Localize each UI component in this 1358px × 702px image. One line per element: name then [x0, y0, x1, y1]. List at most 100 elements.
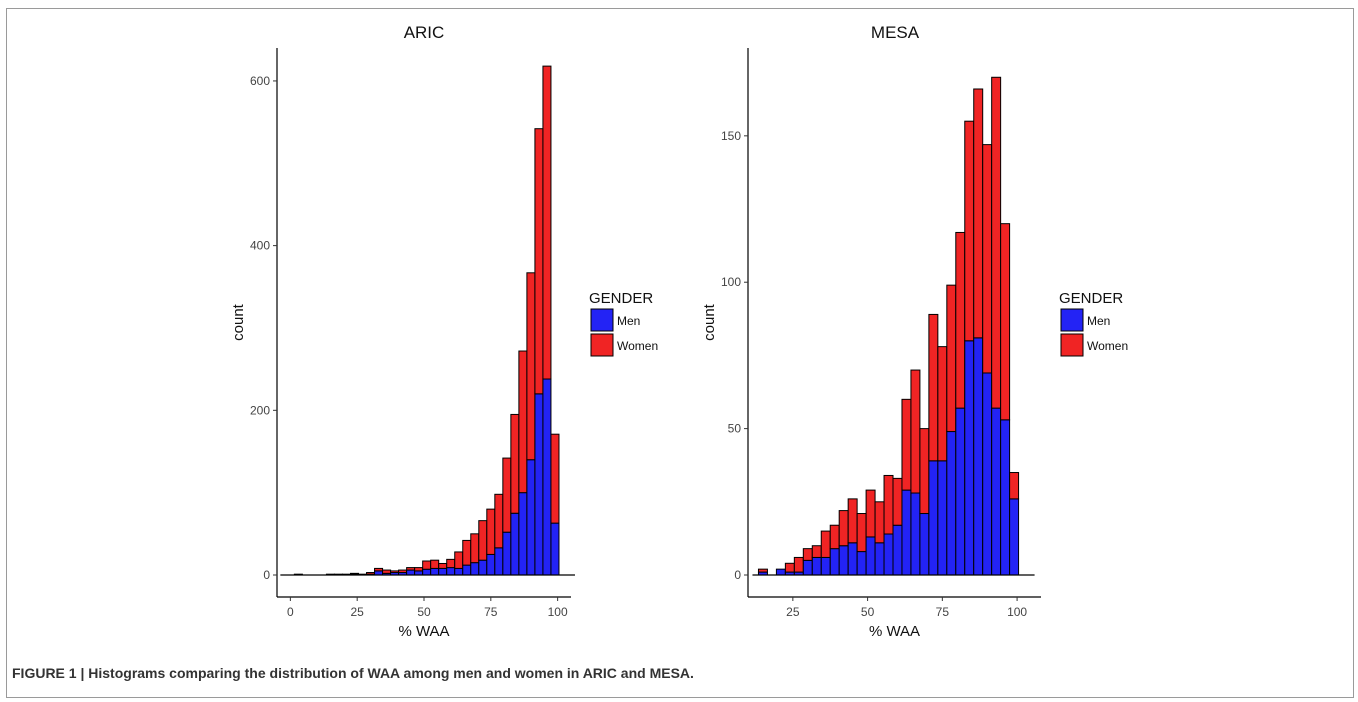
mesa-legend: GENDER Men Women — [1059, 290, 1128, 357]
mesa-bar-women — [811, 545, 822, 558]
mesa-bar-women — [847, 498, 858, 544]
aric-bar-men — [478, 559, 488, 576]
aric-bar-women — [462, 539, 472, 566]
mesa-bar-men — [955, 407, 966, 576]
aric-bar-women — [382, 569, 392, 574]
mesa-bar-women — [1000, 223, 1011, 421]
aric-bar-men — [454, 567, 464, 576]
aric-legend-label-women: Women — [617, 339, 658, 353]
mesa-bar-men — [811, 556, 822, 576]
mesa-x-tick-label: 25 — [786, 605, 800, 619]
aric-legend: GENDER Men Women — [589, 290, 658, 357]
figure-caption: FIGURE 1 | Histograms comparing the dist… — [12, 665, 694, 681]
mesa-y-tick-label: 150 — [721, 129, 741, 143]
aric-chart-title: ARIC — [404, 23, 445, 42]
mesa-bar-men — [865, 536, 876, 576]
aric-bar-men — [518, 492, 528, 576]
aric-bar-women — [350, 572, 360, 575]
mesa-bar-men — [919, 513, 930, 576]
aric-bar-men — [430, 567, 440, 576]
aric-bar-women — [486, 508, 496, 555]
aric-bar-women — [550, 433, 560, 524]
mesa-bar-women — [784, 562, 795, 573]
mesa-y-tick-label: 50 — [728, 422, 742, 436]
mesa-bar-women — [892, 477, 903, 526]
aric-legend-swatch-women — [590, 333, 614, 357]
aric-bar-women — [374, 567, 384, 572]
mesa-bar-women — [973, 88, 984, 339]
mesa-legend-label-women: Women — [1087, 339, 1128, 353]
mesa-bar-men — [946, 431, 957, 576]
aric-y-tick-label: 200 — [250, 403, 270, 417]
aric-bar-women — [366, 572, 376, 575]
mesa-bar-men — [883, 533, 894, 576]
figure-frame — [6, 8, 1354, 698]
aric-bar-women — [526, 272, 536, 461]
mesa-bar-men — [991, 407, 1002, 576]
aric-bar-women — [534, 128, 544, 395]
aric-bar-men — [510, 512, 520, 576]
mesa-bar-women — [1009, 472, 1020, 500]
mesa-bar-women — [928, 313, 939, 462]
aric-legend-title: GENDER — [589, 290, 653, 307]
aric-bar-men — [526, 459, 536, 576]
aric-bar-women — [478, 520, 488, 561]
mesa-chart-title: MESA — [871, 23, 920, 42]
aric-bar-women — [470, 533, 480, 564]
aric-bar-women — [422, 560, 432, 570]
mesa-bar-men — [820, 556, 831, 576]
aric-bar-men — [446, 567, 456, 576]
aric-bar-women — [510, 413, 520, 514]
aric-bar-men — [502, 531, 512, 576]
aric-x-tick-label: 0 — [287, 605, 294, 619]
aric-bar-women — [438, 562, 448, 569]
aric-bar-men — [438, 567, 448, 576]
aric-bar-men — [550, 522, 560, 576]
mesa-legend-swatch-women — [1060, 333, 1084, 357]
mesa-bar-men — [964, 340, 975, 576]
aric-bar-women — [454, 551, 464, 569]
aric-bar-women — [542, 65, 552, 380]
aric-y-tick-label: 0 — [263, 568, 270, 582]
mesa-bar-men — [892, 524, 903, 576]
aric-bar-men — [406, 569, 416, 576]
mesa-legend-swatch-men — [1060, 308, 1084, 332]
mesa-x-axis-label: % WAA — [869, 623, 920, 640]
mesa-bar-women — [937, 346, 948, 462]
mesa-bar-men — [874, 542, 885, 576]
mesa-bar-women — [919, 428, 930, 515]
aric-x-axis-label: % WAA — [398, 623, 449, 640]
aric-x-tick-label: 50 — [417, 605, 431, 619]
aric-y-tick-label: 600 — [250, 74, 270, 88]
mesa-bar-men — [1000, 419, 1011, 576]
aric-bar-men — [494, 547, 504, 576]
aric-bar-men — [542, 378, 552, 576]
aric-bar-men — [470, 562, 480, 576]
mesa-bar-men — [901, 489, 912, 576]
mesa-x-tick-label: 75 — [936, 605, 950, 619]
mesa-legend-label-men: Men — [1087, 314, 1110, 328]
aric-bar-men — [462, 564, 472, 576]
mesa-bar-women — [865, 489, 876, 538]
mesa-x-tick-label: 50 — [861, 605, 875, 619]
aric-bar-women — [414, 567, 424, 572]
mesa-bar-women — [802, 548, 813, 561]
mesa-bar-women — [964, 120, 975, 342]
mesa-bar-women — [838, 510, 849, 547]
mesa-bar-women — [946, 284, 957, 433]
aric-x-tick-label: 100 — [548, 605, 568, 619]
mesa-bar-women — [829, 524, 840, 550]
mesa-bar-men — [847, 542, 858, 576]
mesa-bar-men — [838, 545, 849, 576]
aric-y-axis-label: count — [230, 303, 247, 341]
aric-bar-women — [398, 569, 408, 574]
mesa-bar-men — [775, 568, 786, 576]
mesa-bar-women — [874, 501, 885, 544]
aric-bar-women — [502, 457, 512, 533]
mesa-bar-men — [1009, 498, 1020, 576]
aric-bar-women — [430, 559, 440, 569]
aric-bar-women — [518, 350, 528, 494]
mesa-bar-women — [910, 369, 921, 494]
mesa-bar-women — [856, 513, 867, 553]
